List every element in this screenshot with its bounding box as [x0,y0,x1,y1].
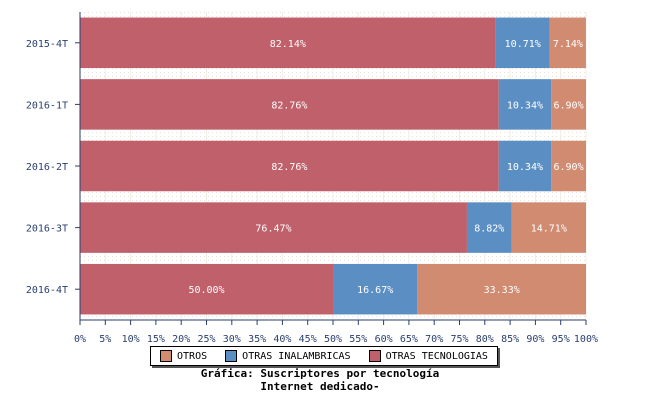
legend-label-otros: OTROS [177,350,208,362]
bar-segment [498,140,552,192]
data-label: 7.14% [553,39,583,50]
data-label: 16.67% [357,285,393,296]
x-tick-label: 5% [99,334,111,345]
category-label: 2016-3T [26,224,68,235]
bar-segment [551,140,586,192]
category-label: 2016-1T [26,100,68,111]
x-tick-label: 95% [552,334,570,345]
x-tick-label: 65% [400,334,418,345]
x-tick-label: 100% [574,334,598,345]
bar-segment [466,202,512,253]
chart-legend: OTROS OTRAS INALAMBRICAS OTRAS TECNOLOGI… [150,346,498,366]
bar-segment [549,17,586,69]
x-tick-label: 10% [122,334,140,345]
category-label: 2016-4T [26,285,68,296]
data-label: 82.76% [271,100,307,111]
data-label: 8.82% [474,224,504,235]
legend-item-otras-tecnologias: OTRAS TECNOLOGIAS [368,350,488,362]
x-tick-label: 15% [147,334,165,345]
bar-segment [80,79,499,130]
legend-label-otras-inalambricas: OTRAS INALAMBRICAS [242,350,351,362]
bar-segment [511,202,586,253]
bar-segment [498,79,552,130]
bar-segment [80,140,499,192]
chart-plot: 82.14% 10.71% 7.14% 2015-4T 82.76% 10.34% 6.90… [26,12,598,345]
x-tick-label: 60% [375,334,393,345]
bar-segment [80,17,496,69]
data-label: 82.14% [270,39,306,50]
data-label: 10.34% [507,162,543,173]
x-tick-label: 70% [425,334,443,345]
bar-segment [551,79,586,130]
data-label: 10.71% [505,39,541,50]
legend-item-otras-inalambricas: OTRAS INALAMBRICAS [225,350,351,362]
x-tick-label: 0% [74,334,86,345]
chart-title-line1: Gráfica: Suscriptores por tecnología [200,367,440,380]
data-label: 6.90% [553,162,583,173]
x-tick-label: 45% [299,334,317,345]
x-tick-label: 50% [324,334,342,345]
data-label: 6.90% [553,100,583,111]
legend-swatch-otras-tecnologias [368,350,381,362]
x-tick-label: 25% [197,334,215,345]
category-label: 2016-2T [26,162,68,173]
x-tick-label: 75% [450,334,468,345]
bar-segment [80,263,333,315]
x-tick-label: 30% [223,334,241,345]
data-label: 10.34% [507,100,543,111]
x-tick-label: 55% [349,334,367,345]
bar-segment [495,17,550,69]
data-label: 33.33% [484,285,520,296]
x-tick-label: 40% [273,334,291,345]
legend-item-otros: OTROS [160,350,207,362]
data-label: 76.47% [255,224,291,235]
x-tick-label: 20% [172,334,190,345]
data-label: 14.71% [531,224,567,235]
chart-title-line2: Internet dedicado- [260,380,380,393]
data-label: 82.76% [271,162,307,173]
x-tick-label: 90% [526,334,544,345]
bar-segment [333,263,418,315]
legend-label-otras-tecnologias: OTRAS TECNOLOGIAS [385,350,488,362]
legend-swatch-otros [160,350,173,362]
bar-segment [80,202,467,253]
x-tick-label: 85% [501,334,519,345]
legend-swatch-otras-inalambricas [225,350,238,362]
data-label: 50.00% [188,285,224,296]
bar-segment [417,263,586,315]
category-label: 2015-4T [26,39,68,50]
x-tick-label: 35% [248,334,266,345]
x-tick-label: 80% [476,334,494,345]
